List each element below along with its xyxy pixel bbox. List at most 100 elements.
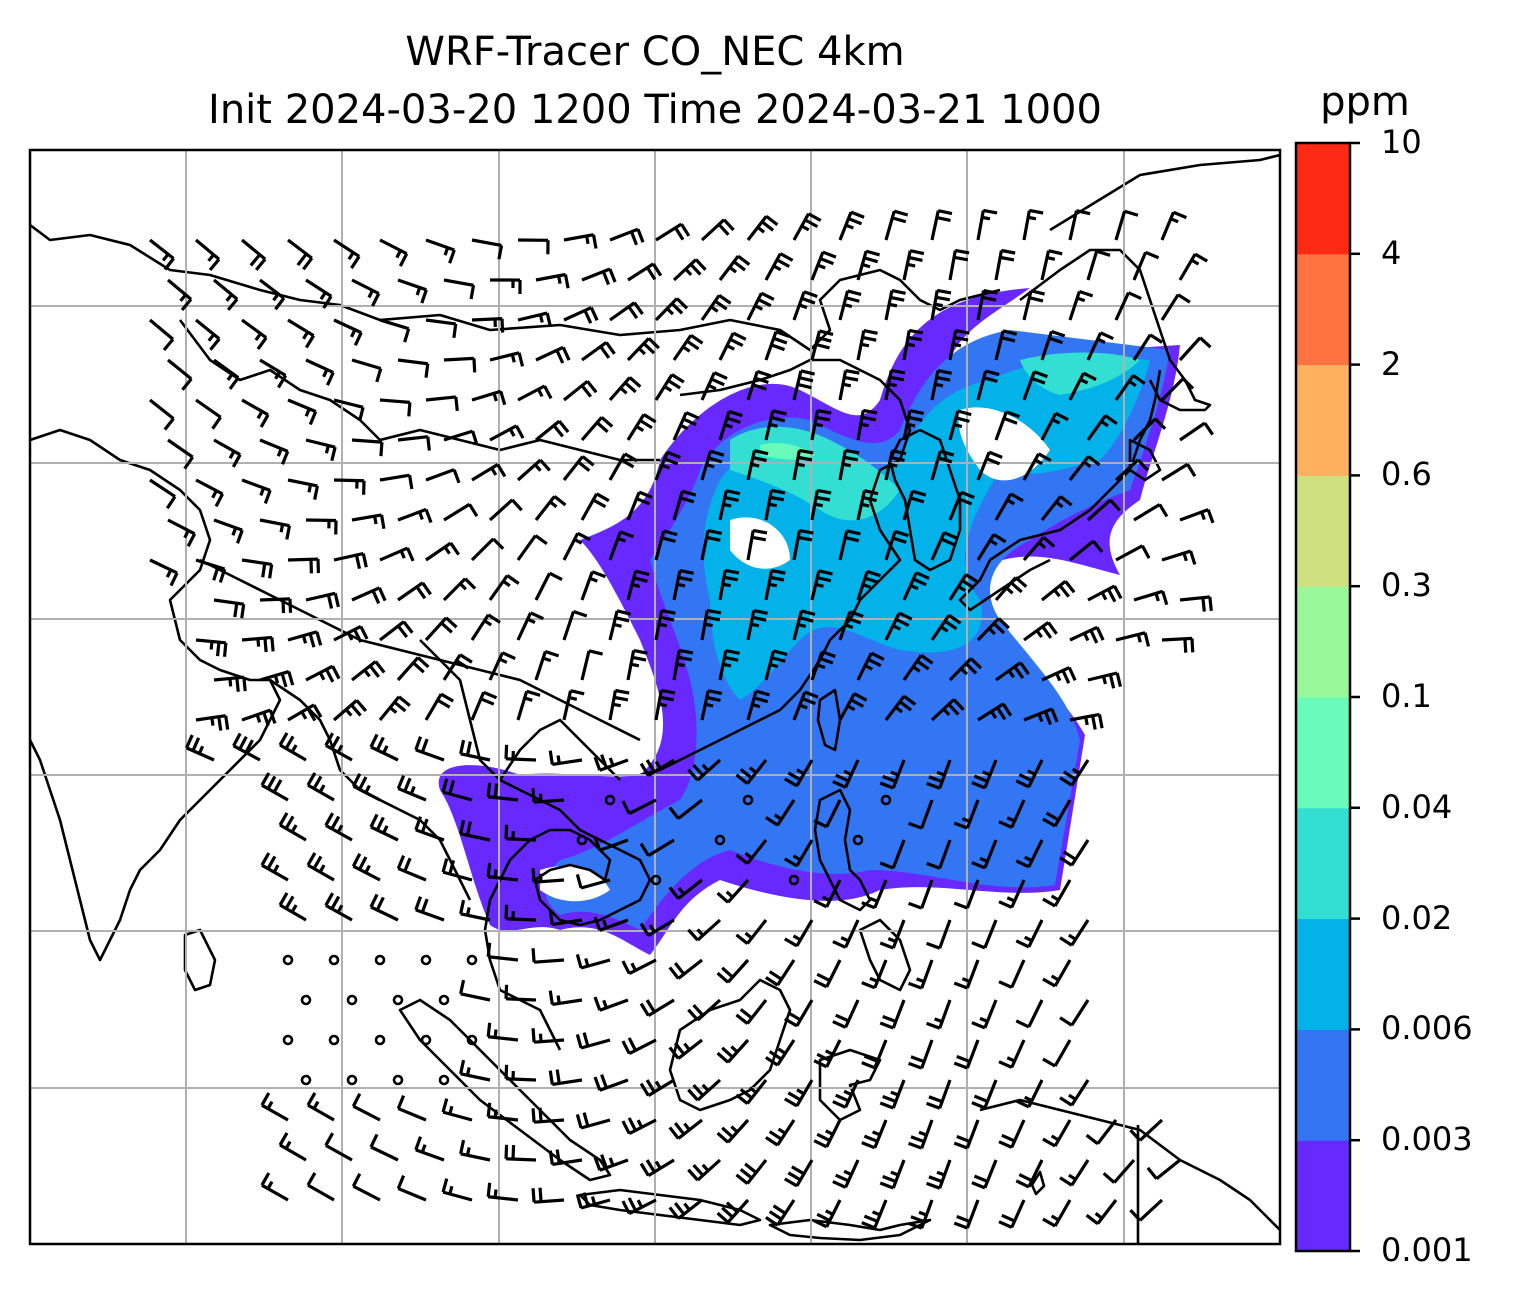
wind-barb: [654, 608, 676, 641]
wind-barb: [438, 994, 450, 1006]
wind-barb: [396, 1175, 427, 1202]
wind-barb: [333, 398, 365, 422]
colorbar-tick-label: 0.04: [1381, 787, 1453, 826]
wind-barb: [333, 625, 369, 643]
wind-barb: [1069, 712, 1104, 730]
wind-barb: [259, 278, 286, 311]
wind-barb: [167, 518, 197, 547]
colorbar-tick-label: 0.6: [1381, 455, 1432, 494]
wind-barb: [441, 1098, 473, 1122]
wind-barb: [746, 369, 772, 401]
wind-barb: [1041, 666, 1077, 684]
wind-barb: [1132, 250, 1160, 281]
wind-barb: [626, 337, 660, 362]
wind-barb: [838, 448, 860, 481]
wind-barb: [259, 597, 293, 614]
wind-barb: [746, 689, 771, 721]
wind-barb: [832, 919, 860, 949]
wind-barb: [212, 278, 239, 311]
wind-barb: [650, 874, 662, 886]
wind-barb: [700, 294, 732, 321]
wind-barb: [351, 278, 381, 307]
wind-barb: [621, 1117, 657, 1135]
wind-barb: [414, 816, 445, 842]
wind-barb: [948, 573, 979, 601]
wind-barb: [278, 892, 307, 922]
wind-barb: [1086, 498, 1121, 522]
wind-barb: [930, 288, 952, 321]
wind-barb: [459, 899, 491, 922]
wind-barb: [333, 551, 368, 570]
wind-barb: [369, 1133, 399, 1162]
wind-barb: [287, 478, 319, 500]
wind-barb: [718, 254, 751, 281]
wind-barb: [166, 278, 193, 312]
wind-barb: [856, 408, 878, 441]
wind-barb: [994, 329, 1018, 361]
wind-barb: [639, 1078, 675, 1097]
wind-barb: [810, 488, 832, 521]
wind-barb: [1178, 252, 1209, 281]
wind-barb: [884, 449, 907, 481]
wind-barb: [926, 1159, 952, 1190]
wind-barb: [838, 289, 862, 321]
wind-barb: [534, 495, 567, 521]
wind-barb: [953, 959, 980, 990]
wind-barb: [621, 1197, 657, 1215]
colorbar-unit-label: ppm: [1320, 79, 1410, 125]
wind-barb: [838, 368, 860, 401]
wind-barb: [414, 736, 445, 762]
wind-barb: [700, 608, 722, 641]
coastline-china-east: [639, 358, 912, 777]
wind-barb: [166, 358, 193, 391]
wind-barb: [879, 919, 906, 950]
wind-barb: [259, 438, 290, 465]
wind-barb: [687, 918, 722, 942]
wind-barb: [396, 855, 427, 882]
plume-band-0-04: [760, 443, 815, 460]
wind-barb: [948, 490, 975, 521]
wind-barb: [626, 569, 650, 601]
wind-barb: [443, 502, 479, 522]
wind-barb: [902, 409, 925, 441]
wind-barb: [504, 744, 537, 762]
wind-barb: [976, 617, 1010, 642]
wind-barb: [976, 450, 1003, 481]
coastline-russia-pacific: [1049, 153, 1280, 232]
wind-barb: [832, 759, 860, 789]
wind-barb: [672, 648, 694, 681]
colorbar-segment: [1296, 1140, 1350, 1252]
wind-barb: [998, 879, 1026, 909]
coastline-philippines-south: [858, 918, 912, 992]
wind-barb: [486, 782, 519, 802]
wind-barb: [351, 1093, 381, 1122]
wind-barb: [639, 758, 675, 777]
wind-barb: [810, 650, 836, 681]
wind-barb: [948, 328, 970, 361]
wind-barb: [213, 358, 240, 390]
wind-barb: [687, 1158, 722, 1182]
wind-barb: [1068, 371, 1097, 401]
wind-barb: [1059, 839, 1090, 867]
wind-barb: [1086, 414, 1118, 441]
wind-barb: [287, 398, 318, 426]
wind-barb: [926, 1079, 952, 1110]
wind-barb: [930, 369, 952, 401]
wind-barb: [746, 528, 768, 561]
wind-barb: [838, 210, 865, 241]
wind-barb: [810, 329, 834, 361]
wind-barb: [260, 852, 289, 882]
wind-barb: [324, 812, 353, 842]
wind-barb: [241, 635, 275, 653]
wind-barb: [1102, 1158, 1136, 1184]
wind-barb: [149, 238, 175, 271]
wind-barb: [1040, 411, 1069, 441]
wind-barb: [397, 358, 430, 378]
wind-barb: [306, 852, 335, 882]
wind-barb: [627, 262, 663, 282]
wind-barb: [764, 649, 788, 681]
wind-barb: [305, 358, 335, 386]
wind-barb: [548, 990, 583, 1007]
wind-barb: [609, 301, 644, 322]
wind-barb: [213, 675, 247, 692]
